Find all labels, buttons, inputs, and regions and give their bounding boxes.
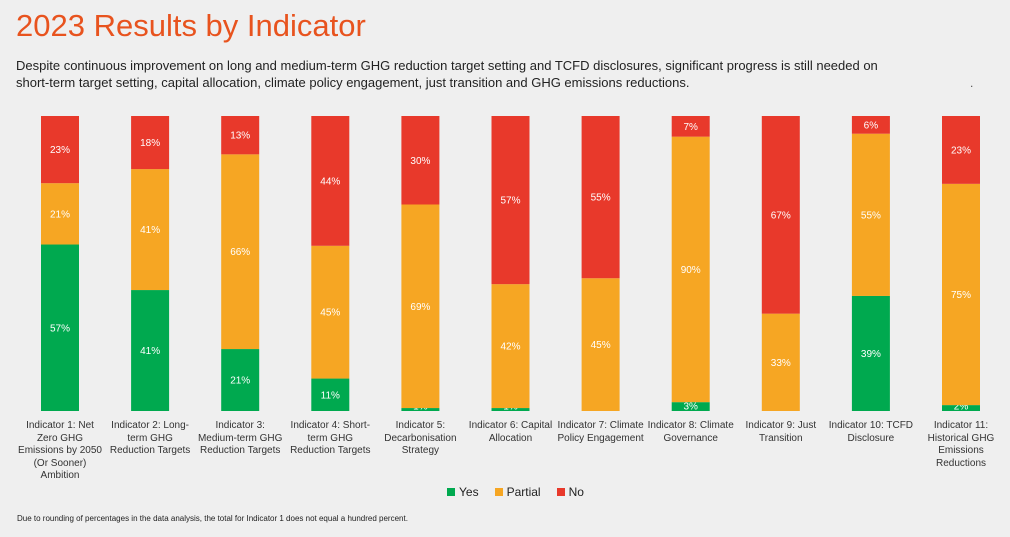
data-label: 23%: [50, 145, 70, 156]
legend-swatch: [556, 488, 565, 496]
data-label: 66%: [230, 247, 250, 258]
data-label: 33%: [771, 358, 791, 369]
bar-yes-2: [131, 290, 170, 411]
subtitle: Despite continuous improvement on long a…: [16, 58, 878, 90]
x-tick-label: Indicator 10: TCFD Disclosure: [828, 420, 914, 444]
bar-yes-3: [221, 349, 260, 411]
legend-swatch: [494, 488, 503, 496]
bar-no-3: [221, 116, 260, 155]
bar-partial-2: [131, 169, 170, 291]
x-tick-label: Indicator 4: Short-term GHG Reduction Ta…: [290, 420, 371, 456]
data-label: 23%: [951, 145, 971, 156]
data-label: 39%: [861, 349, 881, 360]
x-tick-label: Indicator 3: Medium-term GHG Reduction T…: [197, 420, 283, 456]
x-tick-label: Indicator 8: Climate Governance: [647, 420, 734, 444]
data-label: 21%: [50, 209, 70, 220]
bar-yes-4: [311, 378, 350, 411]
data-label: 75%: [951, 290, 971, 301]
data-label: 90%: [681, 265, 701, 276]
bar-partial-10: [851, 133, 890, 296]
bar-partial-11: [942, 183, 980, 406]
legend: Yes Partial No: [447, 485, 584, 499]
bar-yes-10: [851, 295, 890, 411]
legend-item-no: No: [556, 485, 584, 499]
data-label: 11%: [321, 390, 340, 401]
bar-no-2: [131, 116, 170, 170]
bar-partial-6: [491, 284, 530, 409]
bar-partial-4: [311, 245, 350, 379]
data-label: 67%: [771, 210, 791, 221]
bar-no-7: [581, 116, 620, 279]
data-label: 3%: [683, 402, 698, 413]
bar-no-4: [311, 116, 350, 246]
data-label: 18%: [140, 138, 160, 149]
x-tick-label: Indicator 11: Historical GHG Emissions R…: [927, 420, 995, 469]
bar-partial-8: [671, 136, 710, 403]
x-tick-label: Indicator 5: Decarbonisation Strategy: [384, 420, 457, 456]
data-label: 41%: [140, 225, 160, 236]
x-tick-label: Indicator 2: Long-term GHG Reduction Tar…: [109, 420, 191, 456]
page-title: 2023 Results by Indicator: [16, 8, 366, 43]
x-tick-label: Indicator 1: Net Zero GHG Emissions by 2…: [18, 420, 102, 481]
data-label: 44%: [320, 176, 340, 187]
bar-yes-6: [491, 408, 530, 411]
bar-no-8: [671, 116, 710, 137]
data-label: 69%: [410, 302, 430, 313]
bar-no-6: [491, 116, 530, 285]
x-tick-label: Indicator 7: Climate Policy Engagement: [557, 420, 644, 444]
bar-partial-3: [221, 154, 260, 350]
legend-item-partial: Partial: [494, 485, 541, 499]
data-label: 21%: [230, 376, 250, 387]
bar-partial-5: [401, 204, 440, 409]
bar-yes-5: [401, 408, 440, 411]
bar-partial-7: [581, 278, 620, 411]
data-label: 57%: [50, 323, 70, 334]
bar-partial-1: [41, 183, 79, 245]
data-label: 45%: [320, 308, 340, 319]
corner-mark: .: [970, 76, 974, 90]
bar-partial-9: [761, 313, 800, 411]
data-label: 45%: [591, 340, 611, 351]
x-tick-label: Indicator 9: Just Transition: [745, 420, 817, 444]
data-label: 13%: [230, 131, 250, 142]
bar-no-1: [41, 116, 79, 184]
bar-no-5: [401, 116, 440, 205]
data-label: 7%: [683, 122, 698, 133]
data-label: 6%: [864, 120, 879, 131]
data-label: 55%: [591, 193, 611, 204]
data-label: 2%: [954, 402, 969, 413]
bar-no-9: [761, 116, 800, 314]
bar-yes-8: [671, 402, 710, 411]
bar-no-11: [942, 116, 980, 184]
legend-item-yes: Yes: [447, 485, 479, 499]
x-tick-label: Indicator 6: Capital Allocation: [468, 420, 553, 444]
legend-label: Yes: [459, 485, 479, 499]
data-label: 30%: [410, 156, 430, 167]
data-label: 57%: [500, 196, 520, 207]
data-label: 55%: [861, 210, 881, 221]
legend-label: Partial: [506, 485, 541, 499]
data-label: 42%: [500, 342, 520, 353]
bar-yes-1: [41, 244, 79, 411]
legend-label: No: [568, 485, 584, 499]
legend-swatch: [447, 488, 455, 496]
footnote: Due to rounding of percentages in the da…: [17, 514, 408, 523]
bar-no-10: [851, 116, 890, 134]
bar-yes-11: [942, 405, 980, 411]
data-label: 41%: [140, 346, 160, 357]
